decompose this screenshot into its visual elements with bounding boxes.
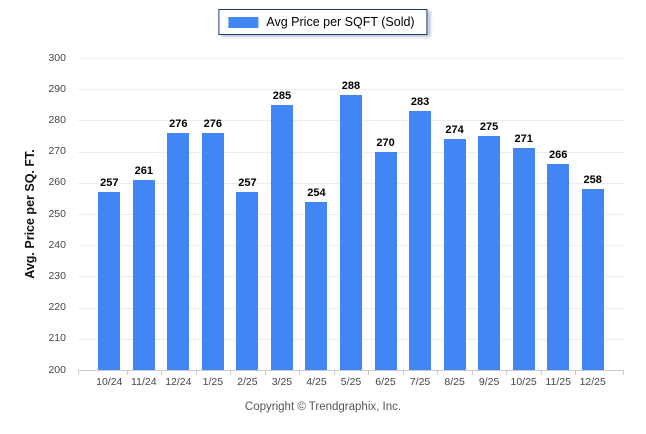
bar-column: 257 — [92, 58, 127, 370]
bar — [270, 104, 293, 370]
bar — [547, 164, 570, 370]
y-axis-tick-label: 240 — [48, 238, 66, 251]
gridline — [78, 89, 624, 91]
bar-column: 271 — [506, 58, 541, 370]
bar-value-label: 257 — [238, 177, 257, 190]
bar — [132, 179, 155, 370]
bar-column: 261 — [127, 58, 162, 370]
x-axis-label: 12/25 — [579, 376, 606, 388]
bar-value-label: 288 — [341, 80, 361, 93]
axis-tick — [299, 371, 301, 375]
axis-tick — [575, 371, 577, 375]
axis-tick — [195, 371, 197, 375]
bar — [409, 111, 432, 370]
bar-value-label: 275 — [479, 121, 499, 133]
bar — [201, 132, 224, 370]
x-axis-label: 8/25 — [444, 376, 465, 388]
axis-tick — [230, 371, 232, 375]
axis-tick — [471, 371, 473, 375]
legend-label: Avg Price per SQFT (Sold) — [266, 15, 415, 29]
bar-value-label: 261 — [134, 164, 153, 177]
x-axis-label: 10/24 — [96, 376, 123, 388]
axis-tick — [437, 371, 439, 375]
axis-tick — [623, 371, 624, 375]
bar — [512, 148, 535, 370]
bar-column: 257 — [230, 58, 265, 370]
bar-column: 285 — [265, 58, 300, 370]
axis-tick — [368, 371, 370, 375]
bar-value-label: 270 — [376, 136, 395, 149]
x-axis-ticks — [78, 371, 624, 376]
bar-value-label: 274 — [445, 124, 464, 137]
bar — [339, 95, 362, 370]
bar-value-label: 258 — [583, 174, 602, 187]
y-axis-tick-labels: 200 210 220 230 240 250 260 270 280 290 300 — [0, 52, 70, 374]
y-axis-tick-label: 230 — [48, 269, 66, 282]
y-axis-tick-label: 290 — [48, 82, 66, 95]
copyright-text: Copyright © Trendgraphix, Inc. — [244, 401, 402, 413]
bar-value-label: 257 — [100, 177, 119, 190]
plot-area: 257 261 276 276 257 285 254 288 270 283 274 275 271 2… — [78, 58, 624, 371]
bar-column: 283 — [403, 58, 438, 370]
axis-tick — [402, 371, 404, 375]
bar-column: 254 — [299, 58, 334, 370]
x-axis-label: 4/25 — [306, 376, 327, 388]
bar-value-label: 276 — [203, 117, 223, 130]
bar-column: 274 — [437, 58, 472, 370]
axis-tick — [506, 371, 508, 375]
x-axis-labels: 10/24 11/24 12/24 1/25 2/25 3/25 4/25 5/25 6/25 7… — [78, 376, 624, 388]
bar-column: 270 — [368, 58, 403, 370]
legend-swatch — [228, 16, 259, 28]
bar — [167, 132, 190, 370]
bar-column: 266 — [541, 58, 576, 370]
bar-value-label: 285 — [272, 89, 292, 102]
y-axis-tick-label: 250 — [48, 207, 66, 220]
x-axis-label: 6/25 — [375, 376, 396, 388]
axis-tick — [333, 371, 335, 375]
bar-value-label: 276 — [169, 117, 188, 130]
x-axis-label: 2/25 — [237, 376, 258, 388]
axis-tick — [264, 371, 266, 375]
x-axis-label: 1/25 — [202, 376, 224, 388]
bar-value-label: 271 — [514, 133, 533, 146]
gridline — [78, 58, 624, 59]
x-axis-label: 10/25 — [510, 376, 537, 388]
y-axis-tick-label: 200 — [48, 363, 66, 376]
bar-column: 288 — [334, 58, 369, 370]
y-axis-tick-label: 300 — [48, 51, 66, 64]
bar-value-label: 254 — [307, 186, 326, 199]
y-axis-tick-label: 220 — [48, 301, 66, 314]
x-axis-label: 11/25 — [545, 376, 571, 388]
x-axis-label: 9/25 — [478, 376, 500, 388]
bar — [581, 189, 604, 370]
bar — [98, 192, 121, 370]
axis-tick — [161, 371, 163, 375]
axis-tick — [126, 371, 128, 375]
y-axis-tick-label: 270 — [48, 145, 66, 158]
x-axis-label: 7/25 — [409, 376, 431, 388]
y-axis-tick-label: 210 — [48, 332, 66, 345]
bar-value-label: 283 — [410, 96, 430, 109]
axis-tick — [78, 371, 79, 375]
bar — [374, 151, 397, 370]
x-axis-label: 3/25 — [271, 376, 293, 388]
bar-column: 276 — [161, 58, 196, 370]
bar-series: 257 261 276 276 257 285 254 288 270 283 274 275 271 2… — [78, 58, 624, 370]
x-axis-label: 11/24 — [131, 376, 157, 388]
bar — [478, 136, 501, 370]
bar — [443, 139, 466, 370]
y-axis-tick-label: 280 — [48, 113, 66, 126]
x-axis-label: 5/25 — [340, 376, 362, 388]
bar-column: 258 — [575, 58, 610, 370]
bar — [236, 192, 259, 370]
axis-tick — [540, 371, 542, 375]
bar-value-label: 266 — [548, 149, 568, 162]
bar-column: 276 — [196, 58, 231, 370]
bar — [305, 201, 328, 370]
x-axis-label: 12/24 — [165, 376, 192, 388]
bar-column: 275 — [472, 58, 507, 370]
y-axis-tick-label: 260 — [48, 176, 66, 189]
legend: Avg Price per SQFT (Sold) — [218, 9, 428, 35]
